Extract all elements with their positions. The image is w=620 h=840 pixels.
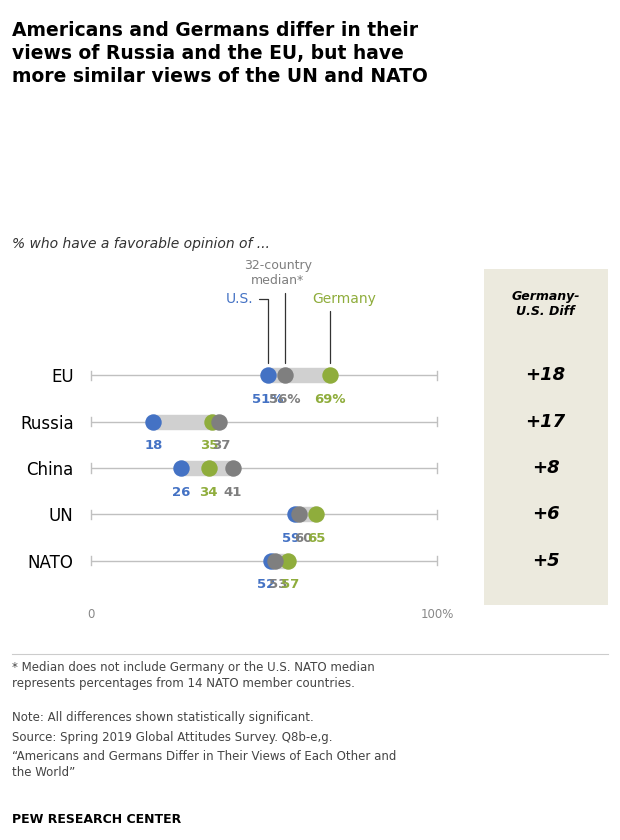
Text: PEW RESEARCH CENTER: PEW RESEARCH CENTER: [12, 813, 182, 826]
Point: [214, 415, 224, 428]
Text: 41: 41: [224, 486, 242, 499]
Point: [148, 415, 158, 428]
Point: [207, 415, 217, 428]
Text: Germany: Germany: [312, 291, 376, 364]
Text: Source: Spring 2019 Global Attitudes Survey. Q8b-e,g.: Source: Spring 2019 Global Attitudes Sur…: [12, 731, 333, 743]
Point: [294, 507, 304, 521]
Text: “Americans and Germans Differ in Their Views of Each Other and
the World”: “Americans and Germans Differ in Their V…: [12, 750, 397, 780]
Point: [228, 461, 238, 475]
Point: [325, 369, 335, 382]
Point: [270, 554, 280, 568]
Text: 26: 26: [172, 486, 190, 499]
Text: 51%: 51%: [252, 393, 283, 406]
Text: 57: 57: [281, 579, 299, 591]
Text: +6: +6: [532, 506, 559, 523]
Text: 34: 34: [200, 486, 218, 499]
Text: 69%: 69%: [314, 393, 346, 406]
Point: [290, 507, 300, 521]
Text: * Median does not include Germany or the U.S. NATO median
represents percentages: * Median does not include Germany or the…: [12, 661, 375, 690]
Text: 53: 53: [269, 579, 287, 591]
Text: Note: All differences shown statistically significant.: Note: All differences shown statisticall…: [12, 711, 314, 724]
Text: 18: 18: [144, 439, 162, 453]
Text: 60: 60: [294, 532, 312, 545]
Point: [263, 369, 273, 382]
Text: +8: +8: [532, 459, 559, 477]
Point: [176, 461, 186, 475]
Point: [280, 369, 290, 382]
Point: [266, 554, 276, 568]
Text: 35: 35: [200, 439, 219, 453]
Text: U.S.: U.S.: [226, 291, 268, 364]
Text: 32-country
median*: 32-country median*: [244, 260, 312, 364]
Text: +18: +18: [526, 366, 565, 385]
Text: 65: 65: [307, 532, 326, 545]
Text: Germany-
U.S. Diff: Germany- U.S. Diff: [512, 290, 580, 318]
Text: 52: 52: [257, 579, 275, 591]
Point: [311, 507, 321, 521]
Text: +5: +5: [532, 552, 559, 570]
Text: % who have a favorable opinion of ...: % who have a favorable opinion of ...: [12, 237, 270, 251]
Point: [283, 554, 293, 568]
Text: +17: +17: [526, 412, 565, 431]
Point: [204, 461, 214, 475]
Text: 37: 37: [213, 439, 231, 453]
Text: 59: 59: [282, 532, 300, 545]
Text: 56%: 56%: [269, 393, 301, 406]
Text: Americans and Germans differ in their
views of Russia and the EU, but have
more : Americans and Germans differ in their vi…: [12, 21, 428, 86]
